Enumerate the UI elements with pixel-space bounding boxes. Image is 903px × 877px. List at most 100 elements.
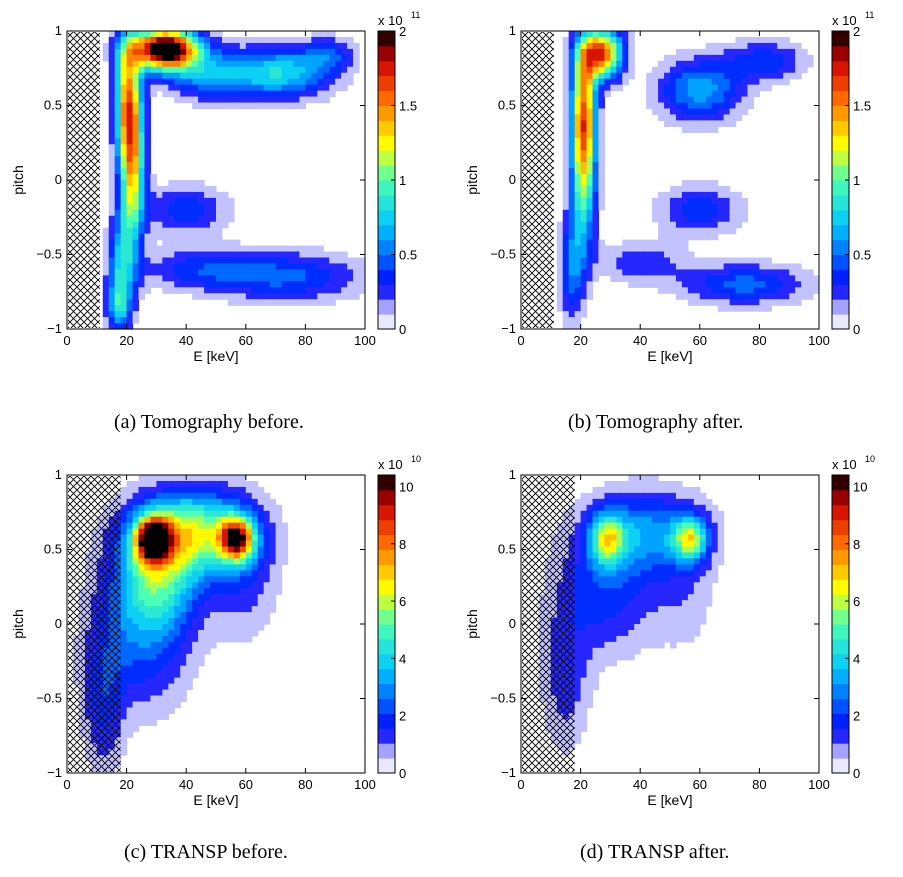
- heat-cell: [574, 311, 582, 318]
- heat-cell: [144, 475, 152, 482]
- heat-cell: [138, 528, 146, 536]
- heat-cell: [622, 641, 629, 649]
- heat-cell: [180, 257, 187, 265]
- heat-cell: [275, 72, 283, 80]
- heat-cell: [156, 558, 163, 565]
- x-tick-label: 80: [752, 777, 766, 792]
- heat-cell: [592, 552, 600, 560]
- heat-cell: [610, 600, 617, 607]
- heat-cell: [162, 516, 169, 524]
- heat-cell: [138, 138, 146, 145]
- heat-cell: [251, 612, 259, 619]
- heat-cell: [287, 78, 295, 86]
- heat-cell: [729, 60, 737, 68]
- heat-cell: [186, 215, 193, 223]
- x-axis-label: E [keV]: [193, 792, 238, 808]
- heat-cell: [610, 486, 617, 494]
- heat-cell: [210, 528, 217, 536]
- heat-cell: [162, 653, 169, 661]
- heat-cell: [180, 475, 187, 482]
- heat-cell: [699, 606, 707, 613]
- heat-cell: [604, 558, 611, 565]
- heat-cell: [108, 293, 116, 300]
- heat-cell: [705, 588, 713, 595]
- heat-cell: [628, 48, 635, 56]
- heat-cell: [162, 564, 169, 571]
- heat-cell: [192, 552, 199, 560]
- heat-cell: [293, 251, 301, 259]
- heat-cell: [670, 239, 677, 247]
- heat-cell: [622, 516, 629, 524]
- heat-cell: [120, 725, 128, 732]
- heat-cell: [186, 233, 193, 241]
- heat-cell: [311, 257, 318, 265]
- heat-cell: [675, 534, 683, 542]
- colorbar-swatch: [378, 683, 395, 699]
- heat-cell: [664, 251, 671, 259]
- heat-cell: [759, 257, 766, 265]
- heat-cell: [592, 185, 600, 193]
- heat-cell: [138, 287, 146, 294]
- heat-cell: [616, 612, 623, 619]
- heat-cell: [574, 126, 582, 133]
- heat-cell: [777, 275, 784, 282]
- heat-cell: [693, 60, 701, 68]
- heat-cell: [192, 60, 199, 68]
- heat-cell: [150, 564, 157, 571]
- heat-cell: [186, 659, 193, 667]
- heat-cell: [162, 582, 169, 589]
- heat-cell: [108, 132, 116, 139]
- heat-cell: [592, 618, 600, 625]
- heat-cell: [634, 534, 641, 542]
- heat-cell: [675, 221, 683, 229]
- heat-cell: [586, 606, 594, 613]
- heat-cell: [198, 257, 205, 265]
- heat-cell: [168, 653, 175, 661]
- heat-cell: [711, 263, 719, 270]
- heat-cell: [562, 156, 570, 163]
- heat-cell: [568, 251, 576, 259]
- heat-cell: [180, 90, 187, 98]
- heat-cell: [245, 293, 253, 300]
- heat-cell: [132, 635, 140, 643]
- colorbar-exponent: 11: [865, 10, 874, 20]
- heat-cell: [174, 504, 181, 512]
- heat-cell: [580, 695, 588, 703]
- heat-cell: [150, 647, 157, 655]
- heat-cell: [646, 546, 653, 554]
- heat-cell: [789, 299, 796, 306]
- heat-cell: [138, 492, 146, 500]
- heat-cell: [144, 647, 152, 655]
- heat-cell: [652, 594, 659, 601]
- heat-cell: [610, 647, 617, 655]
- heat-cell: [580, 618, 588, 625]
- heat-cell: [681, 257, 689, 265]
- heat-cell: [251, 263, 259, 270]
- heat-cell: [144, 504, 152, 512]
- heat-cell: [108, 66, 116, 74]
- heat-cell: [245, 504, 253, 512]
- heat-cell: [598, 612, 606, 619]
- heat-cell: [126, 480, 134, 488]
- heat-cell: [126, 191, 134, 199]
- heat-cell: [586, 540, 594, 548]
- heat-cell: [795, 42, 802, 50]
- colorbar-swatch: [378, 475, 395, 491]
- heat-cell: [705, 552, 713, 560]
- heat-cell: [144, 72, 152, 80]
- heat-cell: [221, 629, 229, 637]
- heat-cell: [144, 84, 152, 92]
- heat-cell: [353, 287, 360, 294]
- heat-cell: [162, 72, 169, 80]
- heat-cell: [162, 594, 169, 601]
- heat-cell: [568, 239, 576, 247]
- heat-cell: [216, 275, 223, 282]
- heat-cell: [251, 546, 259, 554]
- heat-cell: [640, 251, 647, 259]
- heat-cell: [652, 84, 659, 92]
- heat-cell: [335, 251, 342, 259]
- heat-cell: [233, 588, 241, 595]
- colorbar-exponent: 10: [411, 454, 421, 464]
- heat-cell: [221, 36, 229, 44]
- heat-cell: [281, 60, 289, 68]
